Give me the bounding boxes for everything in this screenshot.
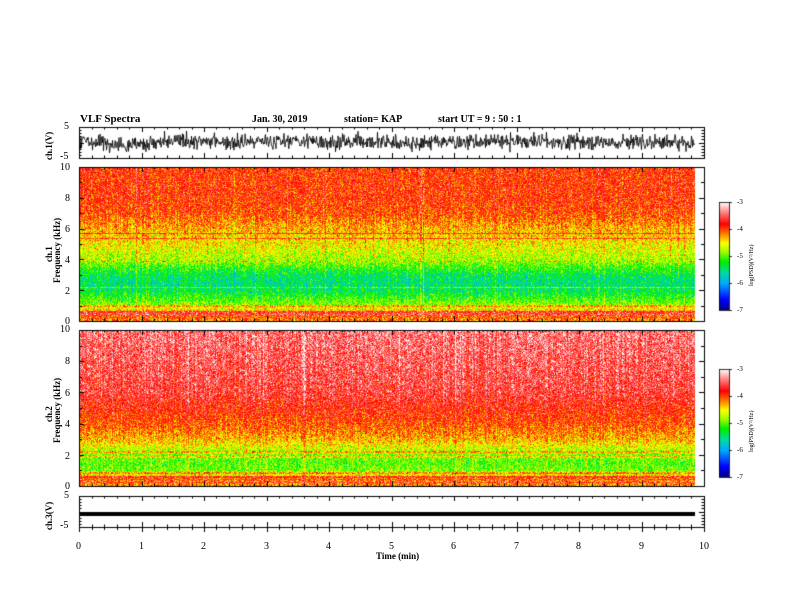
ch1-spec-ylabel: Frequency (kHz) (52, 217, 62, 283)
cb2-tick-m7: -7 (737, 473, 743, 481)
ch2-spec-ylabel: Frequency (kHz) (52, 377, 62, 443)
ch3-wave-ytick-bottom: -5 (60, 520, 69, 531)
figure-title: VLF Spectra (80, 113, 141, 125)
ch3-wave-ytick-top: 5 (64, 490, 69, 501)
cb1-tick-m5: -5 (737, 252, 743, 260)
ch1-spec-ytick-4: 4 (65, 255, 70, 266)
x-tick-3: 3 (264, 541, 269, 552)
cb1-tick-m6: -6 (737, 279, 743, 287)
cb2-tick-m5: -5 (737, 419, 743, 427)
ch2-spec-ytick-0: 0 (65, 481, 70, 492)
ch3-wave-ylabel: ch.3(V) (44, 501, 54, 530)
ch2-spec-ytick-2: 2 (65, 451, 70, 462)
x-tick-6: 6 (451, 541, 456, 552)
ch1-wave-ytick-top: 5 (64, 121, 69, 132)
x-tick-1: 1 (139, 541, 144, 552)
x-tick-8: 8 (576, 541, 581, 552)
x-tick-0: 0 (76, 541, 81, 552)
ch2-spec-ytick-4: 4 (65, 419, 70, 430)
cb2-tick-m3: -3 (737, 365, 743, 373)
cb1-tick-m7: -7 (737, 306, 743, 314)
station-label: station= KAP (344, 114, 403, 125)
x-axis-label: Time (min) (376, 551, 420, 561)
ch1-spec-ytick-0: 0 (65, 316, 70, 327)
ch1-spec-ytick-2: 2 (65, 286, 70, 297)
ch1-wave-ylabel: ch.1(V) (44, 131, 54, 160)
cb2-tick-m4: -4 (737, 392, 743, 400)
ch2-spec-ytick-10: 10 (60, 324, 70, 335)
start-time-label: start UT = 9 : 50 : 1 (438, 114, 522, 125)
ch1-spec-ytick-6: 6 (65, 224, 70, 235)
cb2-tick-m6: -6 (737, 446, 743, 454)
ch1-wave-ytick-bottom: -5 (60, 151, 69, 162)
cb1-tick-m3: -3 (737, 198, 743, 206)
ch2-spec-ytick-8: 8 (65, 356, 70, 367)
date-label: Jan. 30, 2019 (252, 114, 308, 125)
cb1-tick-m4: -4 (737, 225, 743, 233)
x-tick-9: 9 (639, 541, 644, 552)
x-tick-2: 2 (201, 541, 206, 552)
x-tick-4: 4 (326, 541, 331, 552)
x-tick-10: 10 (699, 541, 709, 552)
ch2-spec-ytick-6: 6 (65, 388, 70, 399)
cb1-label: log(PSD)(V²/Hz) (749, 244, 755, 286)
cb2-label: log(PSD)(V²/Hz) (749, 410, 755, 452)
ch1-spec-ytick-8: 8 (65, 193, 70, 204)
ch1-spec-ytick-10: 10 (60, 162, 70, 173)
x-tick-7: 7 (514, 541, 519, 552)
x-tick-5: 5 (389, 541, 394, 552)
